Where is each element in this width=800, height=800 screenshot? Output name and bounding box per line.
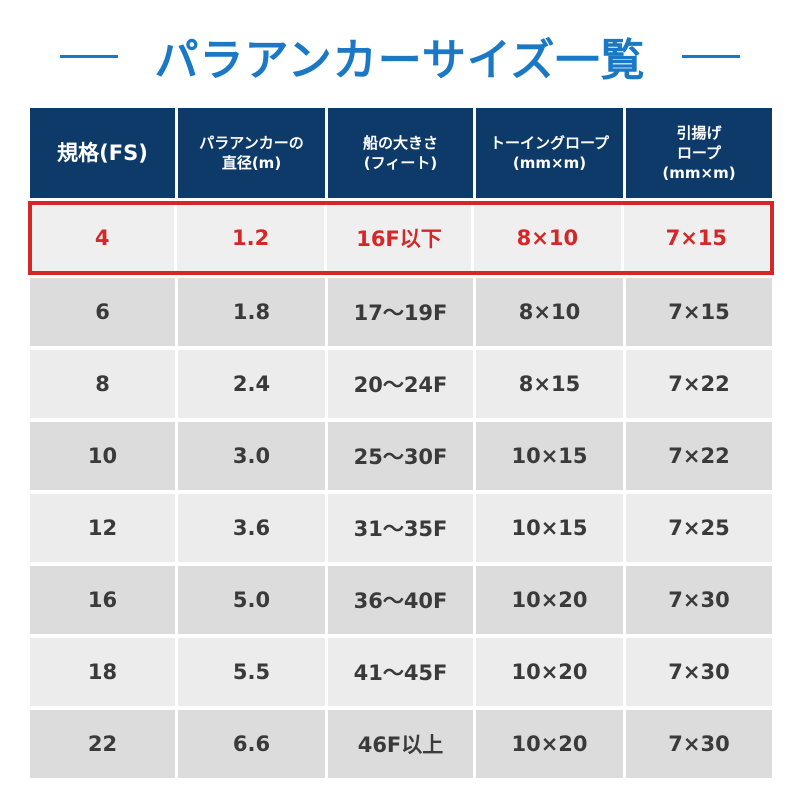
table-cell: 8×15 [476, 350, 623, 418]
table-row: 6 1.8 17〜19F 8×10 7×15 [30, 278, 772, 346]
table-cell: 1.2 [177, 204, 324, 272]
table-cell: 20〜24F [328, 350, 473, 418]
table-cell: 8×10 [476, 278, 623, 346]
table-cell: 7×30 [626, 710, 772, 778]
table-cell: 5.0 [178, 566, 325, 634]
table-cell: 2.4 [178, 350, 325, 418]
title-right-rule [681, 54, 740, 58]
table-cell: 8×10 [474, 204, 621, 272]
table-row-highlighted: 4 1.2 16F以下 8×10 7×15 [28, 201, 774, 275]
header-cell-retrieval-rope: 引揚げ ロープ (mm×m) [626, 108, 772, 198]
size-table: 規格(FS) パラアンカーの 直径(m) 船の大きさ (フィート) トーイングロ… [28, 108, 774, 782]
title-bar: パラアンカーサイズ一覧 [0, 28, 800, 86]
table-cell: 18 [30, 638, 175, 706]
table-row: 10 3.0 25〜30F 10×15 7×22 [30, 422, 772, 490]
table-cell: 22 [30, 710, 175, 778]
table-cell: 10×20 [476, 710, 623, 778]
table-cell: 7×30 [626, 566, 772, 634]
table-cell: 31〜35F [328, 494, 473, 562]
table-cell: 6.6 [178, 710, 325, 778]
table-cell: 5.5 [178, 638, 325, 706]
table-row: 16 5.0 36〜40F 10×20 7×30 [30, 566, 772, 634]
table-cell: 10×20 [476, 566, 623, 634]
table-row: 18 5.5 41〜45F 10×20 7×30 [30, 638, 772, 706]
table-row: 12 3.6 31〜35F 10×15 7×25 [30, 494, 772, 562]
header-cell-towing-rope: トーイングロープ (mm×m) [476, 108, 623, 198]
table-cell: 4 [30, 204, 175, 272]
table-cell: 10×15 [476, 422, 623, 490]
table-cell: 7×22 [626, 350, 772, 418]
header-cell-standard: 規格(FS) [30, 108, 175, 198]
header-cell-boat-size: 船の大きさ (フィート) [328, 108, 473, 198]
table-cell: 36〜40F [328, 566, 473, 634]
table-cell: 46F以上 [328, 710, 473, 778]
table-cell: 16 [30, 566, 175, 634]
table-cell: 7×30 [626, 638, 772, 706]
table-cell: 1.8 [178, 278, 325, 346]
table-cell: 8 [30, 350, 175, 418]
header-cell-diameter: パラアンカーの 直径(m) [178, 108, 325, 198]
table-cell: 7×22 [626, 422, 772, 490]
table-cell: 3.6 [178, 494, 325, 562]
table-cell: 17〜19F [328, 278, 473, 346]
table-cell: 10 [30, 422, 175, 490]
table-header-row: 規格(FS) パラアンカーの 直径(m) 船の大きさ (フィート) トーイングロ… [30, 108, 772, 198]
table-cell: 12 [30, 494, 175, 562]
table-cell: 10×15 [476, 494, 623, 562]
table-cell: 7×15 [626, 278, 772, 346]
table-cell: 7×15 [623, 204, 769, 272]
table-cell: 25〜30F [328, 422, 473, 490]
table-cell: 41〜45F [328, 638, 473, 706]
table-cell: 10×20 [476, 638, 623, 706]
table-cell: 6 [30, 278, 175, 346]
table-row: 8 2.4 20〜24F 8×15 7×22 [30, 350, 772, 418]
title-left-rule [60, 54, 119, 58]
table-cell: 16F以下 [326, 204, 472, 272]
table-cell: 7×25 [626, 494, 772, 562]
page-title: パラアンカーサイズ一覧 [154, 35, 646, 86]
table-row: 22 6.6 46F以上 10×20 7×30 [30, 710, 772, 778]
table-cell: 3.0 [178, 422, 325, 490]
